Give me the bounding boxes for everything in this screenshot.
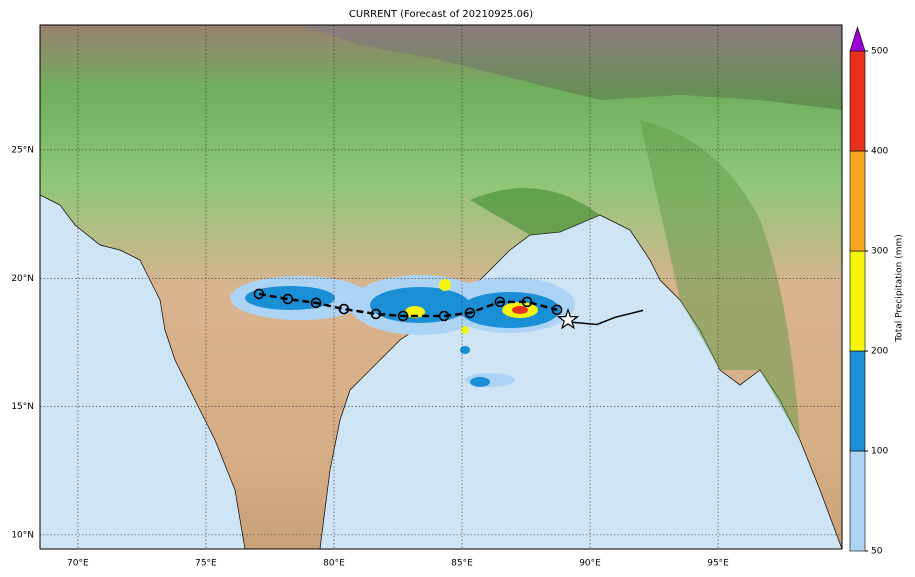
precipitation xyxy=(230,275,575,387)
colorbar-tick-label: 50 xyxy=(871,547,883,557)
x-tick-label: 80°E xyxy=(323,559,345,569)
colorbar-bin xyxy=(849,350,866,452)
track-point xyxy=(370,308,382,320)
colorbar-tick-label: 200 xyxy=(871,347,888,357)
colorbar-tick-label: 100 xyxy=(871,447,888,457)
colorbar-bin xyxy=(849,450,866,552)
x-tick-label: 85°E xyxy=(451,559,473,569)
y-tick-label: 10°N xyxy=(11,530,34,540)
colorbar: 50 100 200 300 400 500 xyxy=(849,25,888,557)
map-area xyxy=(40,25,842,549)
track-point xyxy=(253,288,265,300)
y-tick-label: 25°N xyxy=(11,145,34,155)
ne-hills xyxy=(640,120,800,440)
colorbar-tick-label: 300 xyxy=(871,247,888,257)
x-tick-label: 90°E xyxy=(579,559,601,569)
map-title: CURRENT (Forecast of 20210925.06) xyxy=(349,9,533,20)
colorbar-tick-label: 500 xyxy=(871,47,888,57)
y-tick-label: 20°N xyxy=(11,274,34,284)
y-tick-label: 15°N xyxy=(11,402,34,412)
track-point xyxy=(338,303,350,315)
x-tick-label: 70°E xyxy=(67,559,89,569)
ticks: 70°E 75°E 80°E 85°E 90°E 95°E 10°N 15°N 20°N 25°N xyxy=(11,145,729,568)
past-track xyxy=(567,309,644,326)
track-point xyxy=(397,310,409,322)
delta xyxy=(470,188,600,235)
grid xyxy=(40,25,842,549)
colorbar-bin xyxy=(849,50,866,152)
track-point xyxy=(521,296,533,308)
track-point xyxy=(551,304,563,316)
track-point xyxy=(438,310,450,322)
track-point xyxy=(464,307,476,319)
tracks xyxy=(253,288,644,330)
map-frame xyxy=(39,24,843,550)
himalaya xyxy=(300,25,842,110)
current-position xyxy=(556,308,580,330)
colorbar-label: Total Precipitation (mm) xyxy=(895,234,905,343)
track-point xyxy=(282,293,294,305)
colorbar-bin xyxy=(849,250,866,352)
x-tick-label: 95°E xyxy=(707,559,729,569)
colorbar-extend xyxy=(849,25,866,52)
track-point xyxy=(494,296,506,308)
track-point xyxy=(310,297,322,309)
colorbar-bin xyxy=(849,150,866,252)
colorbar-tick-label: 400 xyxy=(871,147,888,157)
x-tick-label: 75°E xyxy=(195,559,217,569)
forecast-track xyxy=(258,292,558,318)
